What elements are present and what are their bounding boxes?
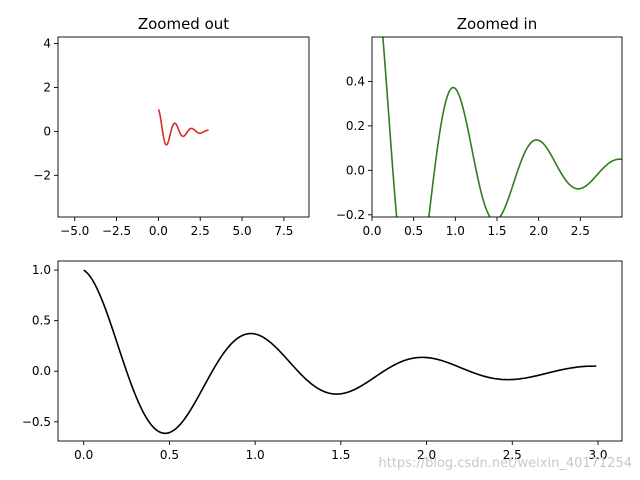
x-tick-label: 2.0 (417, 448, 436, 462)
series-line-full (83, 269, 597, 435)
x-tick-label: −5.0 (60, 224, 89, 238)
series-line-zoomed-out (157, 109, 209, 146)
y-tick-label: 2 (43, 80, 51, 94)
axes-frame-full (57, 260, 623, 442)
x-tick-label: 7.5 (274, 224, 293, 238)
watermark-text: https://blog.csdn.net/weixin_40171254 (378, 456, 632, 471)
x-tick-label: 2.0 (529, 224, 548, 238)
y-tick-label: 1.0 (32, 263, 51, 277)
axes-zoomed-in: 0.0 0.5 1.0 1.5 2.0 2.5 −0.2 0.0 0.2 0.4 Zoomed in (336, 15, 623, 238)
axes-frame-zoomed-out (57, 36, 310, 218)
x-tick-label: 2.5 (571, 224, 590, 238)
x-tick-label: 1.5 (331, 448, 350, 462)
y-tick-label: −0.5 (22, 415, 51, 429)
axes-full: 0.0 0.5 1.0 1.5 2.0 2.5 3.0 −0.5 0.0 0.5 1.0 (22, 260, 623, 462)
x-tick-label: 0.0 (74, 448, 93, 462)
y-tick-label: 0 (43, 124, 51, 138)
x-tick-label: 5.0 (233, 224, 252, 238)
x-tick-label: 0.0 (149, 224, 168, 238)
y-tick-label: −2 (33, 168, 51, 182)
y-tick-label: 4 (43, 37, 51, 51)
x-tick-label: 0.5 (404, 224, 423, 238)
axes-zoomed-out: −5.0 −2.5 0.0 2.5 5.0 7.5 −2 0 2 4 Zoomed out (33, 15, 310, 238)
x-tick-label: 2.5 (503, 448, 522, 462)
x-tick-label: 1.0 (246, 448, 265, 462)
chart-title-zoomed-in: Zoomed in (457, 15, 537, 33)
y-tick-label: 0.5 (32, 314, 51, 328)
x-tick-label: 1.5 (487, 224, 506, 238)
x-tick-label: 3.0 (588, 448, 607, 462)
y-tick-label: 0.4 (346, 74, 365, 88)
y-tick-label: 0.0 (346, 163, 365, 177)
y-tick-label: 0.0 (32, 364, 51, 378)
x-tick-label: −2.5 (102, 224, 131, 238)
x-tick-label: 1.0 (446, 224, 465, 238)
x-tick-label: 0.5 (160, 448, 179, 462)
y-tick-label: −0.2 (336, 208, 365, 222)
chart-title-zoomed-out: Zoomed out (138, 15, 229, 33)
series-line-zoomed-in (382, 37, 622, 217)
x-tick-label: 0.0 (362, 224, 381, 238)
x-tick-label: 2.5 (191, 224, 210, 238)
y-tick-label: 0.2 (346, 119, 365, 133)
